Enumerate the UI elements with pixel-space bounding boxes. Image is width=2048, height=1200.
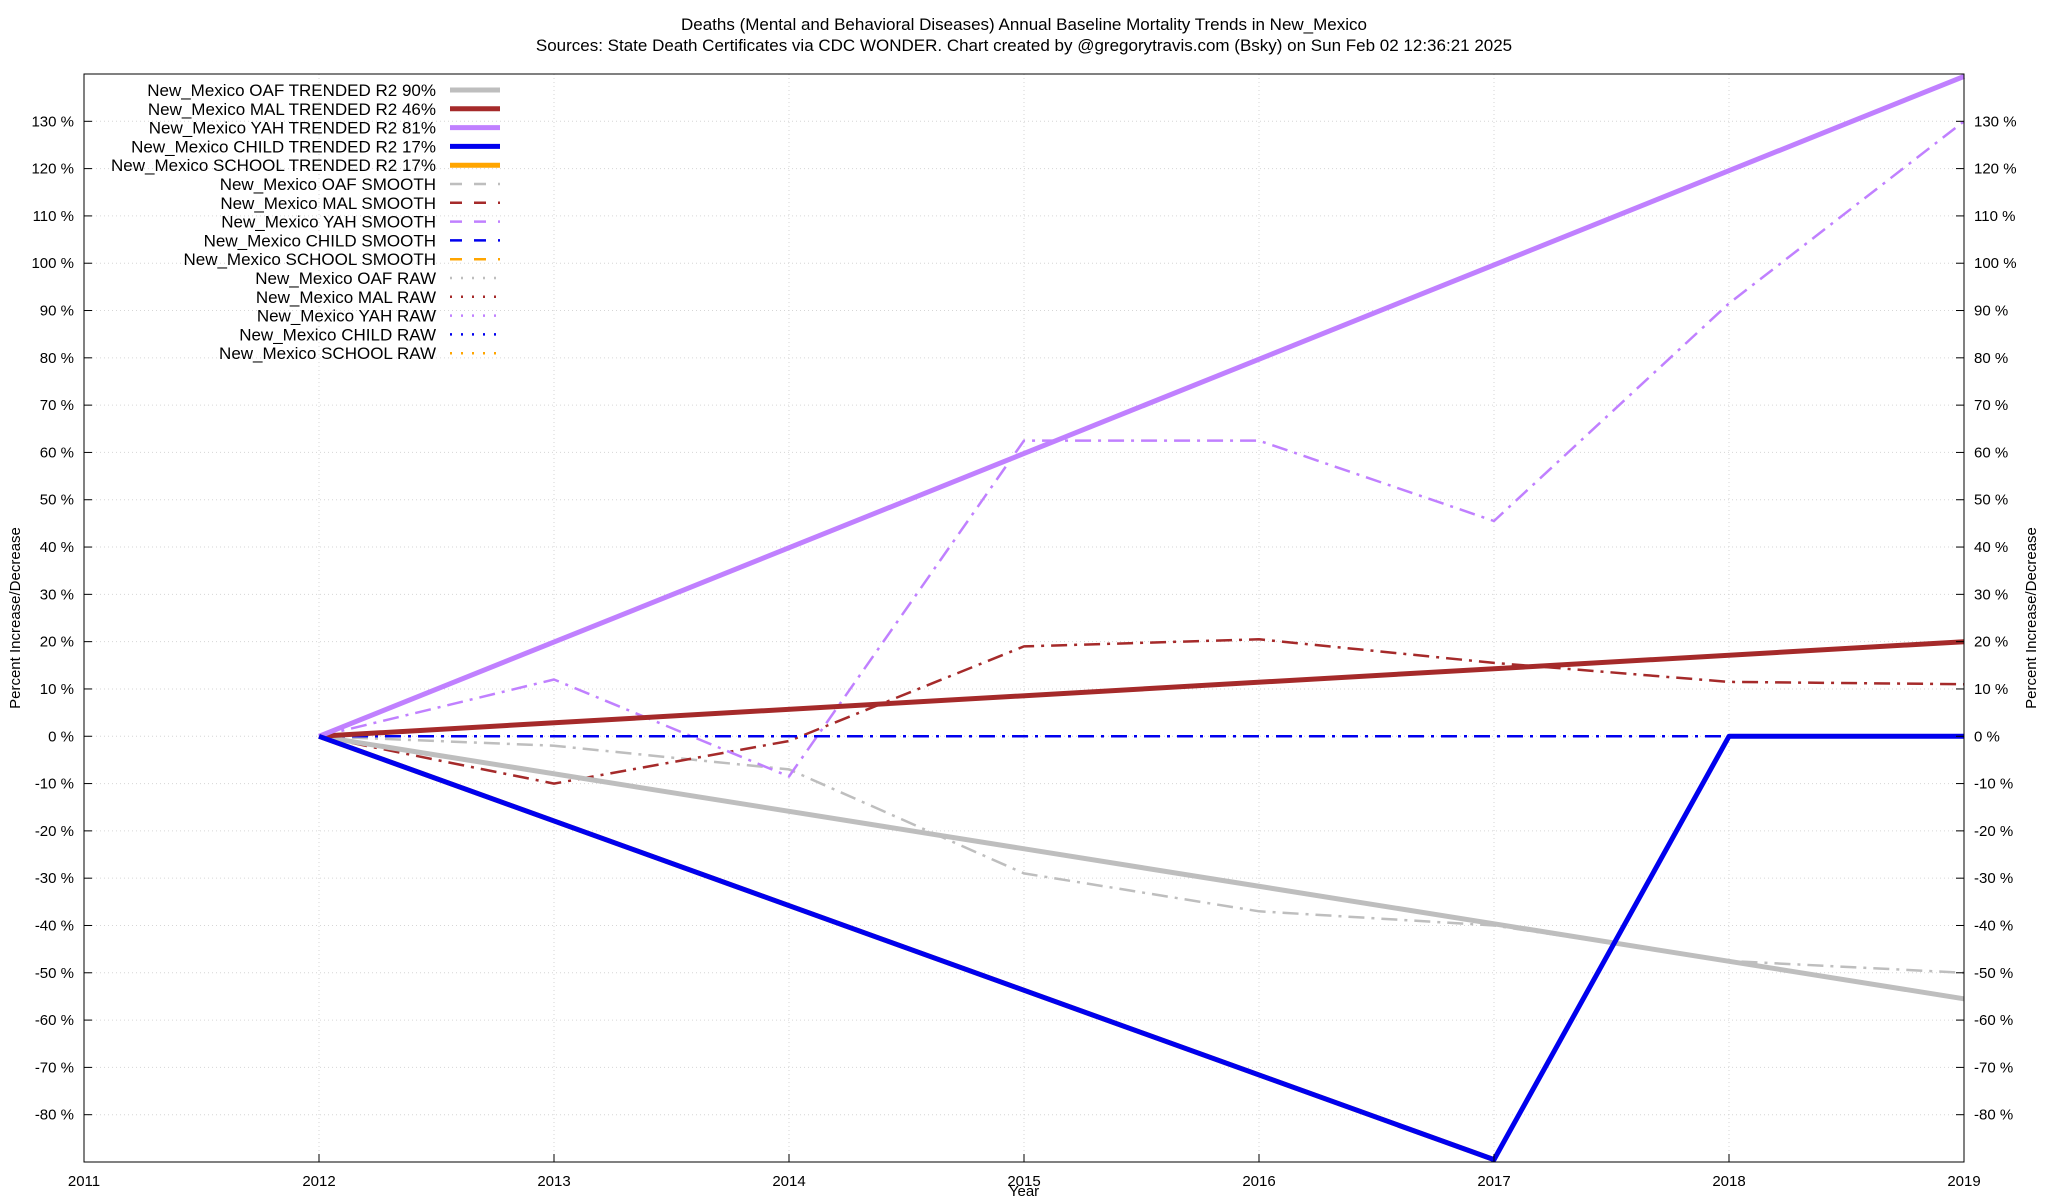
y-tick-label-left: 130 % xyxy=(31,113,74,130)
y-tick-label-right: 40 % xyxy=(1974,539,2008,556)
y-tick-label-right: 90 % xyxy=(1974,303,2008,320)
y-tick-label-left: 40 % xyxy=(40,539,74,556)
y-tick-label-left: 90 % xyxy=(40,303,74,320)
y-tick-label-left: -80 % xyxy=(35,1107,74,1124)
y-tick-label-left: 20 % xyxy=(40,634,74,651)
chart-subtitle: Sources: State Death Certificates via CD… xyxy=(536,36,1512,55)
y-tick-label-left: 60 % xyxy=(40,444,74,461)
y-tick-label-left: 70 % xyxy=(40,397,74,414)
y-tick-label-right: -20 % xyxy=(1974,823,2013,840)
x-tick-label: 2013 xyxy=(537,1173,570,1190)
legend-label: New_Mexico MAL SMOOTH xyxy=(220,194,436,213)
x-tick-label: 2011 xyxy=(68,1173,100,1190)
series-line-7 xyxy=(318,120,1965,778)
y-tick-label-left: 80 % xyxy=(40,350,74,367)
x-tick-label: 2015 xyxy=(1007,1173,1040,1190)
x-axis-label: Year xyxy=(1009,1183,1039,1200)
legend-label: New_Mexico SCHOOL TRENDED R2 17% xyxy=(111,156,436,175)
y-tick-label-right: -40 % xyxy=(1974,917,2013,934)
legend-label: New_Mexico SCHOOL RAW xyxy=(219,344,436,363)
y-tick-label-left: -70 % xyxy=(35,1059,74,1076)
y-tick-label-right: 80 % xyxy=(1974,350,2008,367)
y-tick-label-left: -60 % xyxy=(35,1012,74,1029)
y-tick-label-right: 130 % xyxy=(1974,113,2017,130)
y-tick-label-left: 30 % xyxy=(40,586,74,603)
y-tick-label-right: -10 % xyxy=(1974,776,2013,793)
series-line-5 xyxy=(318,735,1965,975)
y-tick-label-right: 70 % xyxy=(1974,397,2008,414)
y-tick-label-left: 10 % xyxy=(40,681,74,698)
y-tick-label-right: -80 % xyxy=(1974,1107,2013,1124)
y-tick-label-right: -60 % xyxy=(1974,1012,2013,1029)
y-tick-label-left: 50 % xyxy=(40,492,74,509)
x-tick-label: 2017 xyxy=(1477,1173,1510,1190)
series-line-3 xyxy=(318,733,1964,1163)
y-tick-label-right: 120 % xyxy=(1974,161,2017,178)
legend-label: New_Mexico OAF RAW xyxy=(255,269,436,288)
legend-label: New_Mexico YAH RAW xyxy=(257,307,436,326)
x-tick-label: 2014 xyxy=(772,1173,805,1190)
y-tick-label-left: -20 % xyxy=(35,823,74,840)
x-tick-label: 2019 xyxy=(1947,1173,1980,1190)
legend-label: New_Mexico MAL RAW xyxy=(256,288,436,307)
x-tick-label: 2016 xyxy=(1242,1173,1275,1190)
y-tick-label-right: 0 % xyxy=(1974,728,2000,745)
y-tick-label-right: 60 % xyxy=(1974,444,2008,461)
legend-label: New_Mexico MAL TRENDED R2 46% xyxy=(148,100,436,119)
series-line-2 xyxy=(318,74,1965,739)
y-tick-label-right: 30 % xyxy=(1974,586,2008,603)
legend-label: New_Mexico YAH TRENDED R2 81% xyxy=(149,119,436,138)
y-tick-label-left: -40 % xyxy=(35,917,74,934)
series-line-6 xyxy=(318,638,1965,785)
y-tick-label-right: -30 % xyxy=(1974,870,2013,887)
series-line-1 xyxy=(318,639,1965,739)
y-tick-label-right: 110 % xyxy=(1974,208,2015,225)
y-tick-label-left: -10 % xyxy=(35,776,74,793)
series-layer xyxy=(318,74,1965,1163)
legend: New_Mexico OAF TRENDED R2 90%New_Mexico … xyxy=(111,81,500,363)
y-tick-label-right: -50 % xyxy=(1974,965,2013,982)
y-tick-label-left: 110 % xyxy=(33,208,74,225)
legend-label: New_Mexico CHILD RAW xyxy=(239,325,436,344)
y-tick-label-right: 50 % xyxy=(1974,492,2008,509)
y-axis-label-left: Percent Increase/Decrease xyxy=(7,527,24,709)
y-tick-label-right: 20 % xyxy=(1974,634,2008,651)
legend-label: New_Mexico OAF SMOOTH xyxy=(220,175,436,194)
y-tick-label-left: 100 % xyxy=(31,255,74,272)
x-tick-label: 2012 xyxy=(302,1173,335,1190)
ticks: -80 % -80 % -70 % -70 % -60 % -60 % -50 % -50 %… xyxy=(31,113,2016,1190)
series-line-0 xyxy=(318,733,1965,1002)
legend-label: New_Mexico CHILD TRENDED R2 17% xyxy=(131,137,436,156)
legend-label: New_Mexico YAH SMOOTH xyxy=(221,213,436,232)
legend-label: New_Mexico OAF TRENDED R2 90% xyxy=(147,81,436,100)
x-tick-label: 2018 xyxy=(1712,1173,1745,1190)
y-tick-label-left: -30 % xyxy=(35,870,74,887)
y-tick-label-left: 0 % xyxy=(48,728,74,745)
y-tick-label-right: -70 % xyxy=(1974,1059,2013,1076)
y-tick-label-left: 120 % xyxy=(31,161,74,178)
y-axis-label-right: Percent Increase/Decrease xyxy=(2023,527,2040,709)
y-tick-label-left: -50 % xyxy=(35,965,74,982)
chart-title: Deaths (Mental and Behavioral Diseases) … xyxy=(681,15,1367,34)
y-tick-label-right: 100 % xyxy=(1974,255,2017,272)
legend-label: New_Mexico CHILD SMOOTH xyxy=(204,231,436,250)
legend-label: New_Mexico SCHOOL SMOOTH xyxy=(183,250,436,269)
y-tick-label-right: 10 % xyxy=(1974,681,2008,698)
